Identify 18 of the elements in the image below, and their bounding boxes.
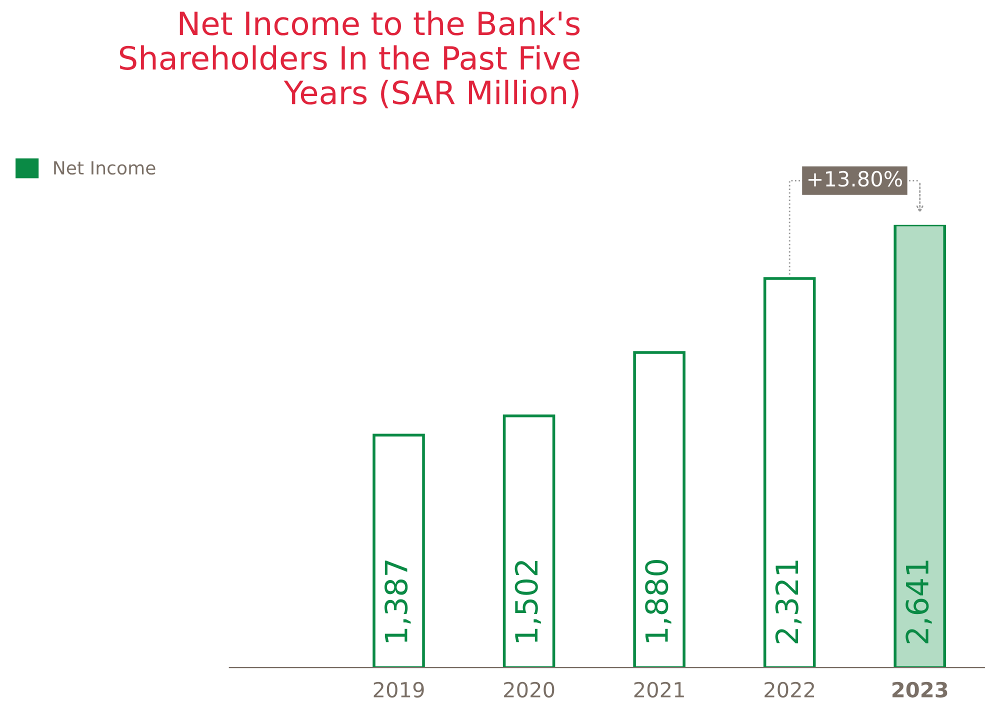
x-tick-label: 2021	[634, 682, 684, 698]
bar	[633, 351, 686, 668]
chart-title: Net Income to the Bank's Shareholders In the Past Five Years (SAR Million)	[120, 10, 580, 108]
x-tick-label: 2019	[374, 682, 424, 698]
legend-label: Net Income	[54, 161, 156, 175]
bar	[372, 434, 425, 668]
x-tick-label: 2020	[504, 682, 554, 698]
data-label: 1,502	[514, 561, 542, 642]
data-label: 2,641	[906, 560, 932, 644]
annotation: +13.80%	[808, 170, 902, 187]
data-label: 1,880	[645, 560, 672, 642]
x-tick-label: 2022	[764, 682, 814, 698]
bar	[763, 277, 816, 668]
x-tick-label: 2023	[892, 682, 948, 698]
bar	[502, 414, 556, 668]
bar	[894, 224, 946, 668]
data-label: 1,387	[384, 560, 411, 642]
data-label: 2,321	[775, 560, 802, 644]
